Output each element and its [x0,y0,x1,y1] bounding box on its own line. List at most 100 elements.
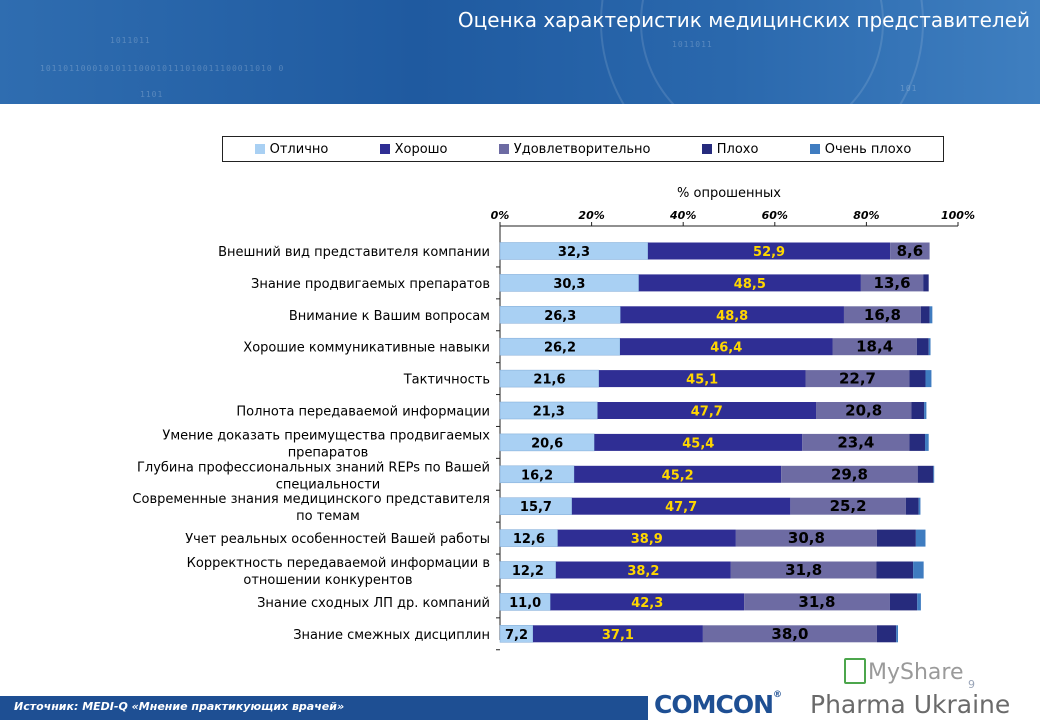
data-label: 45,2 [662,468,694,483]
data-label: 42,3 [631,596,663,611]
category-label: Внешний вид представителя компании [218,245,490,260]
category-label: Хорошие коммуникативные навыки [243,341,490,356]
category-label-line: специальности [276,477,381,492]
data-label: 46,4 [710,341,742,356]
stacked-bar-chart: % опрошенных 0% 20% 40% 60% 80% 100% Внешний ви… [132,186,975,651]
legend-label-bad: Плохо [716,141,759,157]
data-label: 48,5 [734,277,766,292]
legend-label-very-bad: Очень плохо [824,141,912,157]
brand-pharma: Pharma Ukraine [810,690,1011,719]
x-tick-label: 60% [762,209,788,222]
data-label: 38,9 [631,532,663,547]
data-label: 20,8 [845,402,882,420]
bar-segment-очень-плохо [918,497,921,515]
data-label: 15,7 [520,500,552,515]
legend-item-satisfactory: Удовлетворительно [498,142,651,157]
bar-segment-удовлетворительно [805,370,910,388]
bar-segment-плохо [923,274,929,292]
data-label: 16,8 [864,306,901,324]
data-label: 31,8 [798,593,835,611]
data-label: 21,6 [533,373,565,388]
category-label: Знание сходных ЛП др. компаний [257,596,490,611]
bar-segment-плохо [911,402,925,419]
category-label: Внимание к Вашим вопросам [289,309,490,324]
brand-comcon: COMCON® [654,690,782,719]
legend-item-bad: Плохо [701,141,759,157]
data-label: 23,4 [837,433,874,451]
bar-segment-очень-плохо [924,402,927,419]
legend-swatch-good [379,144,390,154]
data-label: 30,8 [788,529,825,547]
legend-swatch-excellent [254,144,265,154]
bar-segment-удовлетворительно [702,625,877,643]
category-label-line: Корректность передаваемой информации в [187,556,490,571]
decor-binary: 1011011 [110,36,151,45]
bar-segment-удовлетворительно [816,402,912,419]
bar-segment-хорошо [620,306,844,324]
bar-segment-очень-плохо [925,433,929,451]
bar-segment-хорошо [638,274,861,292]
bar-segment-очень-плохо [925,370,932,388]
data-label: 25,2 [830,497,867,515]
chart-legend: Отлично Хорошо Удовлетворительно Плохо О… [222,136,944,162]
category-label-line: Внешний вид представителя компании [218,245,490,260]
data-label: 16,2 [521,468,553,483]
bar-segment-удовлетворительно [735,529,877,547]
bar-segment-хорошо [550,593,745,611]
bar-segment-очень-плохо [915,529,926,547]
bar-segment-хорошо [619,338,833,356]
data-label: 45,1 [686,373,718,388]
myshare-watermark: MyShare [868,660,964,685]
data-label: 26,3 [544,309,576,324]
bar-segment-плохо [920,306,930,324]
x-axis-title: % опрошенных [677,186,781,201]
data-label: 52,9 [753,245,785,260]
legend-item-very-bad: Очень плохо [809,141,912,157]
category-label: Глубина профессиональных знаний REPs по … [137,460,490,492]
data-label: 12,2 [512,564,544,579]
data-label: 31,8 [785,561,822,579]
category-label: Учет реальных особенностей Вашей работы [185,532,490,547]
data-label: 20,6 [531,436,563,451]
bar-segment-плохо [917,465,934,483]
category-label-line: Глубина профессиональных знаний REPs по … [137,460,490,475]
bar-segment-удовлетворительно [730,561,877,579]
category-label-line: Умение доказать преимущества продвигаемы… [162,428,490,443]
legend-label-excellent: Отлично [269,141,329,157]
data-label: 26,2 [544,341,576,356]
bar-segment-удовлетворительно [790,497,906,515]
category-label-line: отношении конкурентов [243,573,412,588]
data-label: 45,4 [682,436,714,451]
bar-segment-очень-плохо [929,306,933,324]
data-label: 21,3 [533,405,565,420]
data-label: 11,0 [509,596,541,611]
category-label-line: Знание продвигаемых препаратов [251,277,490,292]
bar-segment-плохо [876,625,897,643]
bar-segment-очень-плохо [896,625,899,643]
data-label: 47,7 [691,405,723,420]
bar-segment-хорошо [555,561,731,579]
category-label-line: Учет реальных особенностей Вашей работы [185,532,490,547]
bar-segment-удовлетворительно [843,306,921,324]
bar-segment-удовлетворительно [832,338,917,356]
bar-segment-плохо [909,433,926,451]
data-label: 12,6 [513,532,545,547]
bar-segment-хорошо [571,497,791,515]
category-label: Знание продвигаемых препаратов [251,277,490,292]
category-label: Знание смежных дисциплин [293,628,490,643]
category-label-line: Полнота передаваемой информации [236,405,490,420]
data-label: 38,0 [771,625,808,643]
brand-tm: ® [773,690,782,700]
category-label-line: по темам [296,509,360,524]
data-label: 18,4 [856,338,893,356]
bar-segment-очень-плохо [917,593,921,611]
bar-segment-хорошо [598,370,806,388]
bar-segment-хорошо [532,625,703,643]
bar-segment-удовлетворительно [890,242,930,260]
data-label: 37,1 [602,628,634,643]
x-tick-label: 40% [669,209,696,222]
data-label: 7,2 [505,628,528,643]
data-label: 30,3 [553,277,585,292]
bar-segment-удовлетворительно [802,433,910,451]
bar-segment-плохо [905,497,919,515]
